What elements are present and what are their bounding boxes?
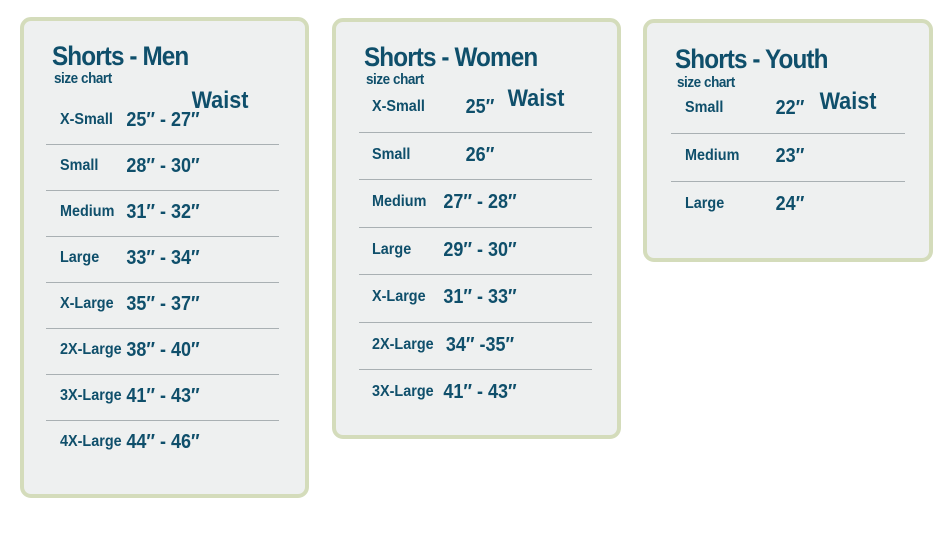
- size-row: 2X-Large 38″ - 40″: [24, 328, 305, 374]
- size-label: 3X-Large: [60, 387, 122, 404]
- size-row: Large 24″: [647, 182, 929, 228]
- row-divider: [359, 274, 592, 276]
- card-title: Shorts - Youth: [675, 44, 828, 74]
- waist-value: 25″: [465, 96, 495, 118]
- size-row: 4X-Large 44″ - 46″: [24, 420, 305, 466]
- card-title: Shorts - Women: [364, 42, 538, 72]
- row-divider: [359, 369, 592, 371]
- size-label: Large: [685, 195, 725, 212]
- size-label: X-Large: [372, 288, 426, 305]
- size-label: Medium: [60, 203, 115, 220]
- size-label: 2X-Large: [372, 335, 434, 353]
- waist-header: Waist: [819, 88, 877, 115]
- size-label: Medium: [685, 147, 740, 164]
- row-divider: [46, 420, 279, 421]
- size-label: 4X-Large: [60, 433, 122, 450]
- row-divider: [46, 236, 279, 237]
- card-subtitle: size chart: [677, 74, 735, 91]
- waist-value: 31″ - 33″: [443, 286, 517, 308]
- card-title: Shorts - Men: [52, 41, 189, 71]
- row-divider: [359, 226, 592, 228]
- row-divider: [671, 181, 905, 182]
- size-label: Large: [60, 249, 100, 266]
- size-label: X-Small: [60, 111, 113, 128]
- size-label: Large: [372, 240, 412, 258]
- size-label: 3X-Large: [372, 383, 434, 400]
- waist-value: 38″ - 40″: [126, 339, 200, 361]
- waist-header: Waist: [507, 85, 565, 112]
- size-row: X-Large 31″ - 33″: [336, 275, 617, 321]
- size-row: 2X-Large 34″ -35″: [336, 323, 617, 369]
- size-label: Medium: [372, 193, 427, 210]
- size-label: 2X-Large: [60, 341, 122, 358]
- size-row: Medium 27″ - 28″: [336, 180, 617, 226]
- waist-value: 22″: [775, 97, 805, 119]
- size-row: X-Small 25″ - 27″: [24, 98, 305, 144]
- row-divider: [359, 321, 592, 323]
- size-row: Small 22″: [647, 86, 929, 132]
- row-divider: [359, 131, 592, 133]
- size-row: Large 29″ - 30″: [336, 228, 617, 274]
- waist-header: Waist: [191, 87, 249, 114]
- size-row: Medium 23″: [647, 134, 929, 180]
- waist-value: 44″ - 46″: [126, 431, 200, 453]
- women-size-card: Shorts - Women size chart Waist X-Small 2…: [332, 18, 621, 439]
- waist-value: 34″ -35″: [445, 333, 515, 356]
- row-divider: [46, 328, 279, 329]
- size-row: Small 28″ - 30″: [24, 144, 305, 190]
- waist-value: 24″: [775, 193, 805, 215]
- waist-value: 41″ - 43″: [126, 385, 200, 407]
- size-label: Small: [685, 99, 724, 116]
- size-label: X-Large: [60, 295, 114, 312]
- waist-value: 29″ - 30″: [443, 238, 517, 261]
- waist-value: 28″ - 30″: [126, 155, 200, 177]
- row-divider: [359, 179, 592, 181]
- men-size-card: Shorts - Men size chart Waist X-Small 25″…: [20, 17, 309, 498]
- size-label: X-Small: [372, 98, 425, 115]
- waist-value: 33″ - 34″: [126, 247, 200, 269]
- card-subtitle: size chart: [54, 70, 112, 87]
- waist-value: 27″ - 28″: [443, 191, 517, 213]
- waist-value: 35″ - 37″: [126, 293, 200, 315]
- size-row: X-Large 35″ - 37″: [24, 282, 305, 328]
- size-row: 3X-Large 41″ - 43″: [24, 374, 305, 420]
- size-row: 3X-Large 41″ - 43″: [336, 370, 617, 416]
- waist-value: 25″ - 27″: [126, 109, 200, 131]
- size-row: X-Small 25″: [336, 85, 617, 131]
- waist-value: 31″ - 32″: [126, 201, 200, 223]
- size-row: Small 26″: [336, 133, 617, 179]
- size-row: Large 33″ - 34″: [24, 236, 305, 282]
- waist-value: 41″ - 43″: [443, 381, 517, 403]
- size-label: Small: [60, 157, 99, 174]
- row-divider: [46, 144, 279, 145]
- size-label: Small: [372, 145, 411, 163]
- waist-value: 26″: [465, 143, 495, 166]
- row-divider: [671, 133, 905, 134]
- waist-value: 23″: [775, 145, 805, 167]
- size-row: Medium 31″ - 32″: [24, 190, 305, 236]
- row-divider: [46, 190, 279, 191]
- card-subtitle: size chart: [366, 71, 424, 88]
- row-divider: [46, 374, 279, 375]
- youth-size-card: Shorts - Youth size chart Waist Small 22″…: [643, 19, 933, 262]
- row-divider: [46, 282, 279, 283]
